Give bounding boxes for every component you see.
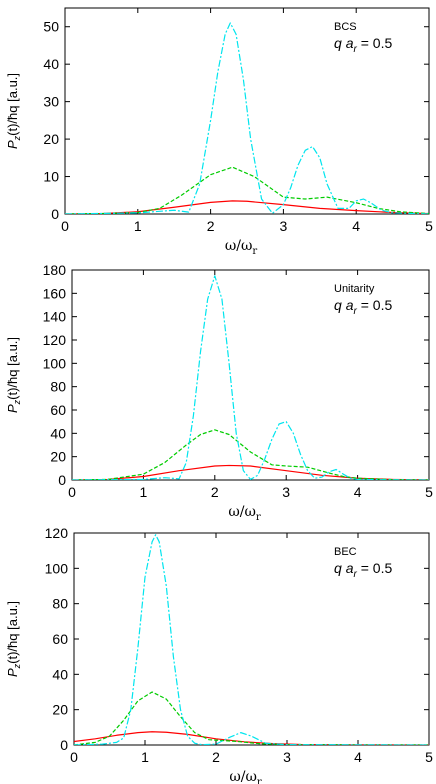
x-tick-label: 0 [70,749,78,765]
param-a: a [346,560,354,576]
y-axis-label-sub: z [12,399,22,405]
series-line-2 [65,166,429,214]
y-tick-label: 40 [43,56,59,72]
y-tick-label: 100 [43,355,67,371]
y-tick-label: 140 [43,309,67,325]
param-q: q [334,35,346,51]
y-tick-label: 40 [52,666,68,682]
plot-frame [64,7,430,215]
y-tick-label: 20 [43,131,59,147]
x-tick-label: 2 [207,218,215,234]
param-value: = 0.5 [357,35,393,51]
x-tick-label: 5 [425,484,433,500]
regime-label: BEC [334,546,357,558]
x-axis-label-main: ω/ω [228,504,256,520]
x-tick-label: 2 [211,484,219,500]
parameter-label: q ar = 0.5 [334,560,392,580]
series-line-2 [74,691,429,745]
y-tick-label: 160 [43,285,67,301]
x-tick-label: 4 [354,749,362,765]
x-tick-label: 3 [280,218,288,234]
series-line-1 [72,464,429,480]
x-tick-label: 1 [141,749,149,765]
y-tick-label: 50 [43,19,59,35]
x-tick-label: 0 [68,484,76,500]
param-q: q [334,297,346,313]
y-tick-label: 0 [58,472,66,488]
y-axis-label-main: P [5,404,20,413]
x-axis-label-sub: r [252,246,257,257]
x-axis-label: ω/ωr [228,504,261,523]
x-tick-label: 3 [283,749,291,765]
param-sub: r [353,44,357,55]
x-tick-label: 0 [61,218,69,234]
y-axis-label-main: P [5,140,20,149]
y-tick-label: 100 [45,560,69,576]
y-tick-label: 0 [60,737,68,753]
parameter-label: q ar = 0.5 [334,297,392,317]
y-axis-label-sub: z [12,663,22,669]
regime-label: Unitarity [334,283,375,295]
y-tick-label: 120 [43,332,67,348]
y-tick-label: 10 [43,169,59,185]
y-tick-label: 20 [50,449,66,465]
param-q: q [334,560,346,576]
y-tick-label: 180 [43,262,67,278]
panel-2: 0 1 2 3 4 5 0 20 40 60 80 100 120 140 160 180 Unitarity q… [5,262,433,523]
x-tick-label: 1 [134,218,142,234]
x-tick-label: 4 [354,484,362,500]
x-axis-label-main: ω/ω [229,769,257,784]
x-axis-label: ω/ωr [225,238,258,257]
y-tick-label: 60 [52,631,68,647]
y-axis-label-rest: (t)/ħq [a.u.] [5,601,20,664]
x-axis-label-main: ω/ω [225,238,253,254]
x-tick-label: 4 [352,218,360,234]
y-axis-label: Pz(t)/ħq [a.u.] [5,73,22,149]
y-tick-label: 120 [45,525,69,541]
y-tick-label: 80 [52,596,68,612]
param-value: = 0.5 [357,297,393,313]
param-sub: r [353,306,357,317]
y-tick-label: 30 [43,94,59,110]
x-tick-label: 3 [282,484,290,500]
x-tick-label: 5 [425,218,433,234]
y-tick-label: 60 [50,402,66,418]
y-axis-label-main: P [5,668,20,677]
y-axis-label-sub: z [12,135,22,141]
param-a: a [346,297,354,313]
param-sub: r [353,569,357,580]
y-axis-label: Pz(t)/ħq [a.u.] [5,601,22,677]
param-a: a [346,35,354,51]
y-tick-label: 80 [50,379,66,395]
series-line-3 [65,22,429,214]
x-tick-label: 2 [212,749,220,765]
parameter-label: q ar = 0.5 [334,35,392,55]
param-value: = 0.5 [357,560,393,576]
x-tick-label: 1 [140,484,148,500]
x-axis-label-sub: r [256,512,261,523]
x-tick-label: 5 [425,749,433,765]
y-axis-label-rest: (t)/ħq [a.u.] [5,73,20,136]
series-line-2 [72,429,429,480]
series-line-1 [65,200,429,214]
y-tick-label: 40 [50,425,66,441]
y-tick-label: 20 [52,702,68,718]
x-axis-label: ω/ωr [229,769,262,784]
series-line-3 [74,534,429,745]
y-axis-label-rest: (t)/ħq [a.u.] [5,337,20,400]
regime-label: BCS [334,21,357,33]
x-axis-label-sub: r [257,777,262,784]
y-axis-label: Pz(t)/ħq [a.u.] [5,337,22,413]
series-line-3 [72,275,429,480]
y-tick-label: 0 [51,206,59,222]
